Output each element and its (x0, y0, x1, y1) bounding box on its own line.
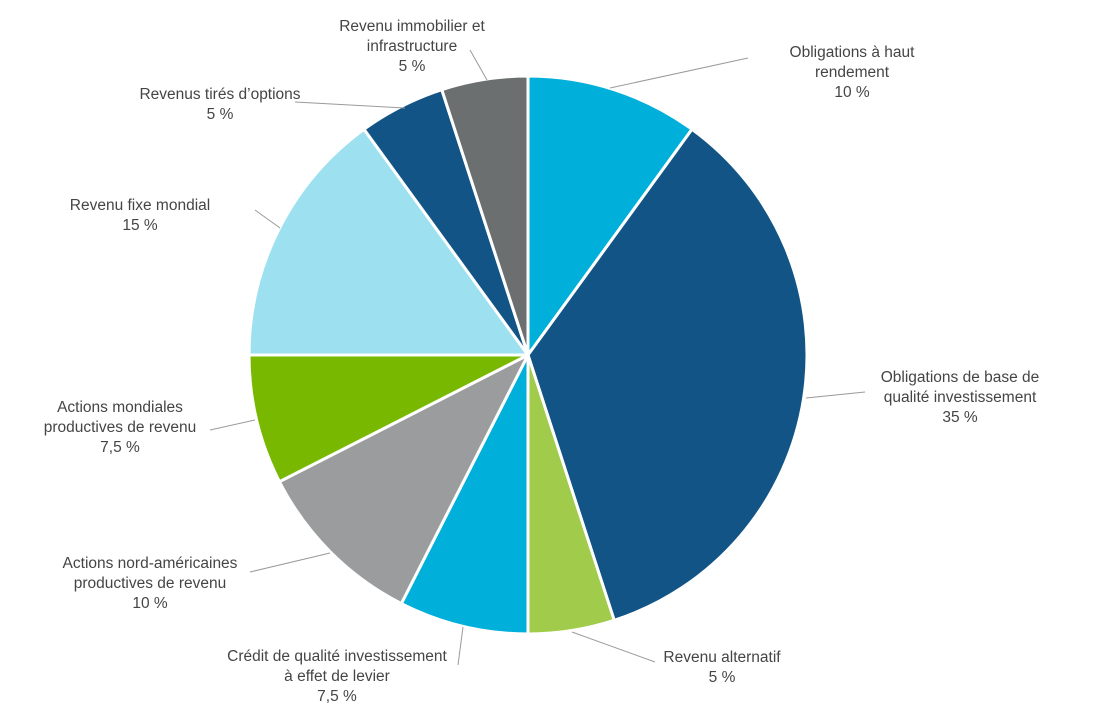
slice-label-text: Actions mondiales (57, 399, 183, 416)
slice-value-label: 5 % (709, 669, 736, 686)
slice-value-label: 7,5 % (100, 439, 140, 456)
pie-slice-actions-nord-americaines-productives-de-revenu (277, 353, 530, 606)
pie-slice-obligations-a-haut-rendement (526, 74, 694, 357)
slice-label: Revenu immobilier et infrastructure 5 % (339, 18, 485, 75)
slice-label-text: Obligations à haut (790, 44, 916, 61)
slice-value-label: 7,5 % (317, 688, 357, 705)
slice-value-label: 5 % (207, 106, 234, 123)
slice-value-label: 15 % (122, 217, 158, 234)
slice-label: Obligations à haut rendement 10 % (790, 44, 916, 101)
leader-line (609, 57, 749, 89)
slice-label: Revenu fixe mondial 15 % (70, 197, 210, 234)
slice-label-text: Revenus tirés d’options (139, 86, 300, 103)
slice-label-text: Crédit de qualité investissement (227, 648, 447, 665)
slice-label-text: qualité investissement (884, 389, 1037, 406)
slice-label-text: Actions nord-américaines (63, 555, 238, 572)
slice-label: Obligations de base de qualité investisse… (881, 369, 1040, 426)
leader-line (209, 419, 256, 431)
slice-label-text: Revenu alternatif (663, 649, 781, 666)
pie-slice-credit-de-qualite-investissement-a-effet-de-levier (399, 353, 530, 636)
leader-line (254, 209, 281, 229)
slice-label-text: Revenu immobilier et (339, 18, 485, 35)
slice-label: Crédit de qualité investissement à effet … (227, 648, 447, 705)
slice-label-text: Obligations de base de (881, 369, 1040, 386)
leader-line (469, 49, 488, 81)
pie-slice-actions-mondiales-productives-de-revenu (247, 353, 530, 484)
slice-label: Actions mondiales productives de revenu 7,… (44, 399, 197, 456)
pie-slice-revenu-fixe-mondial (247, 127, 530, 357)
slice-label-text: Revenu fixe mondial (70, 197, 210, 214)
pie-slice-obligations-de-base-de-qualite-investissement (526, 127, 809, 622)
slice-label-text: rendement (815, 64, 890, 81)
leader-line (571, 631, 656, 663)
slice-label: Actions nord-américaines productives de r… (63, 555, 238, 612)
leader-line (457, 626, 464, 666)
pie-slice-revenu-immobilier-et-infrastructure (440, 74, 530, 357)
slice-label-text: productives de revenu (74, 575, 227, 592)
slice-value-label: 10 % (132, 595, 168, 612)
slice-value-label: 10 % (834, 84, 870, 101)
leader-line (249, 552, 331, 573)
slice-value-label: 5 % (399, 58, 426, 75)
slice-value-label: 35 % (942, 409, 978, 426)
slice-label-text: productives de revenu (44, 419, 197, 436)
slice-label: Revenu alternatif 5 % (663, 649, 781, 686)
leader-line (805, 391, 866, 399)
slice-label: Revenus tirés d’options 5 % (139, 86, 300, 123)
leader-line (294, 101, 406, 109)
slice-label-text: infrastructure (367, 38, 457, 55)
slice-label-text: à effet de levier (284, 668, 390, 685)
